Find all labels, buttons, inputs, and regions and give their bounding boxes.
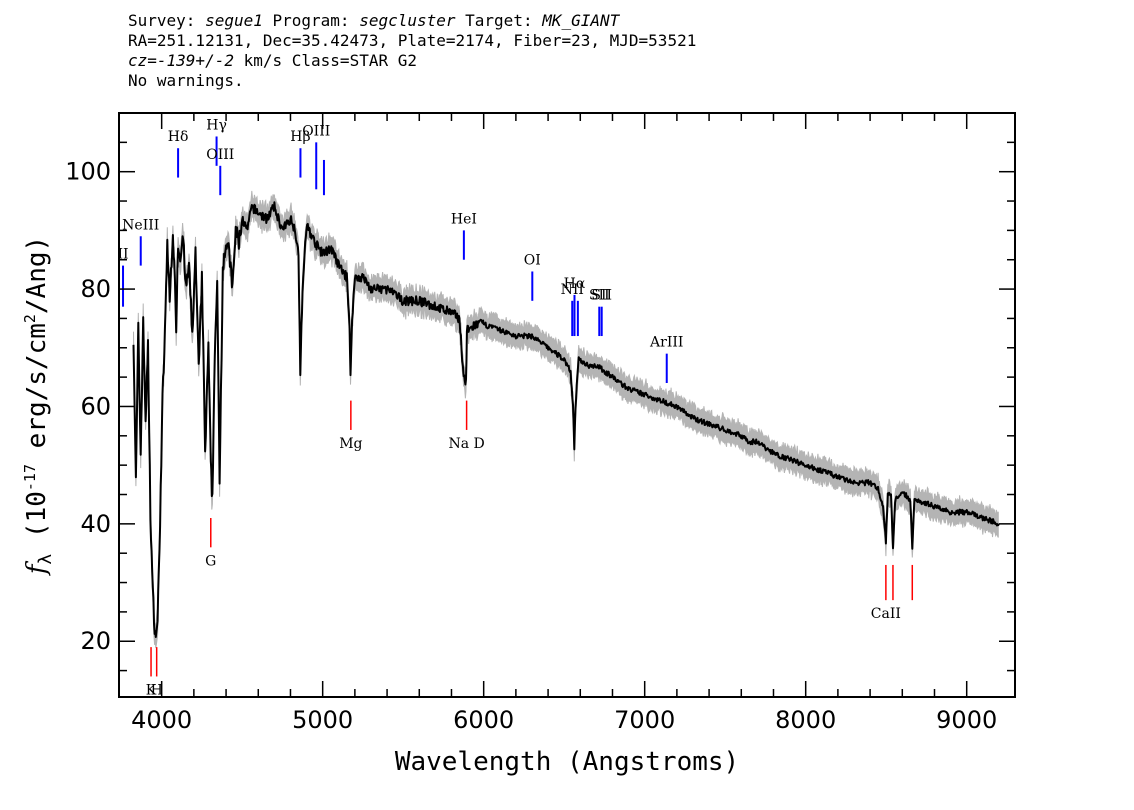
header-segment: Target:	[455, 11, 543, 30]
y-tick-label: 20	[80, 627, 111, 655]
plot-frame	[118, 112, 1016, 698]
y-tick-label: 80	[80, 275, 111, 303]
spectrum-line	[132, 201, 1000, 638]
y-tick-label: 60	[80, 392, 111, 420]
header-segment: km/s Class=STAR G2	[233, 51, 417, 70]
emission-line-label: NeIII	[122, 217, 159, 233]
y-tick-label: 100	[65, 158, 111, 186]
emission-line-label: OIII	[206, 147, 234, 163]
absorption-line-label: K	[146, 682, 157, 698]
x-tick-label: 6000	[453, 706, 514, 734]
absorption-line-label: H	[151, 682, 163, 698]
x-tick-label: 7000	[614, 706, 675, 734]
emission-line-label: SII	[589, 288, 610, 304]
emission-line-label: NII	[561, 282, 584, 298]
header-segment: Survey:	[128, 11, 206, 30]
emission-line-label: OI	[524, 252, 541, 268]
emission-line-label: Hβ	[290, 129, 310, 145]
emission-line-label: Hγ	[206, 117, 227, 133]
emission-line-label: Hα	[564, 276, 586, 292]
x-tick-label: 8000	[775, 706, 836, 734]
x-tick-label: 5000	[292, 706, 353, 734]
y-tick-label: 40	[80, 510, 111, 538]
header-segment: segcluster	[359, 11, 456, 30]
header-line-1: Survey: segue1 Program: segcluster Targe…	[128, 11, 619, 31]
header-segment: Program:	[262, 11, 360, 30]
emission-line-label: Hδ	[168, 129, 189, 145]
header-line-4: No warnings.	[128, 71, 244, 90]
x-tick-label: 4000	[131, 706, 192, 734]
absorption-line-label: G	[205, 553, 216, 569]
x-axis-title: Wavelength (Angstroms)	[395, 747, 739, 777]
emission-line-label: HeI	[451, 211, 477, 227]
x-tick-label: 9000	[936, 706, 997, 734]
header-segment: segue1	[205, 11, 263, 30]
header-line-2: RA=251.12131, Dec=35.42473, Plate=2174, …	[128, 31, 697, 50]
emission-line-label: OIII	[302, 123, 330, 139]
header-line-3: cz=-139+/-2 km/s Class=STAR G2	[128, 51, 417, 71]
emission-line-label: SII	[591, 288, 612, 304]
header-segment: cz=-139+/-2	[128, 51, 234, 70]
absorption-line-label: Na D	[448, 436, 484, 452]
error-envelope	[133, 190, 999, 649]
y-axis-title: fλ (10-17 erg/s/cm2/Ang)	[21, 236, 56, 576]
absorption-line-label: Mg	[339, 436, 362, 452]
emission-line-label: II	[117, 247, 128, 263]
emission-line-label: ArIII	[649, 335, 683, 351]
header-segment: MK_GIANT	[542, 11, 620, 30]
absorption-line-label: CaII	[871, 606, 901, 622]
